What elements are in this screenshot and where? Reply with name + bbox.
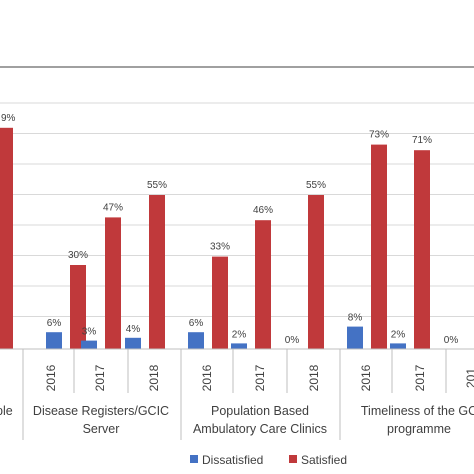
bar-satisfied (308, 195, 324, 349)
x-tick-label: 2018 (147, 364, 161, 391)
data-label-dissatisfied: 2% (232, 329, 247, 340)
bar-satisfied (371, 144, 387, 349)
group-label-partial: ple (0, 404, 13, 418)
group-label: programme (387, 422, 451, 436)
data-label-satisfied: 55% (306, 180, 326, 191)
legend-swatch-satisfied (289, 455, 297, 463)
bar-satisfied (414, 150, 430, 349)
bar-dissatisfied (390, 343, 406, 349)
legend: Dissatisfied Satisfied (190, 453, 347, 467)
bar-satisfied (255, 220, 271, 349)
legend-label-satisfied: Satisfied (301, 453, 347, 467)
data-label-dissatisfied: 8% (348, 313, 363, 324)
x-tick-label: 2016 (200, 364, 214, 391)
bar-satisfied (212, 256, 228, 349)
data-label-dissatisfied: 0% (285, 335, 300, 346)
bar-dissatisfied (188, 332, 204, 349)
x-tick-label: 2018 (307, 364, 321, 391)
bars (0, 127, 430, 349)
x-tick-label: 2017 (413, 364, 427, 391)
bar-dissatisfied (81, 340, 97, 349)
data-label-partial: 9% (1, 113, 16, 124)
data-label-dissatisfied: 6% (47, 318, 62, 329)
data-label-dissatisfied: 4% (126, 324, 141, 335)
group-label: Population Based (211, 404, 309, 418)
bar-satisfied (105, 217, 121, 349)
data-label-dissatisfied: 2% (391, 329, 406, 340)
bar-dissatisfied (231, 343, 247, 349)
x-axis: 2016 2017 2018 2016 2017 2018 2016 2017 201 ple Di… (0, 349, 474, 440)
data-labels: 9% 6% 30% 3% 47% 4% 55% 6% 33% 2% 46% 0% 55% 8% 73% 2% 7… (1, 113, 458, 346)
bar-dissatisfied (125, 337, 141, 349)
data-label-dissatisfied: 3% (82, 327, 97, 338)
data-label-satisfied: 33% (210, 242, 230, 253)
x-tick-label: 2017 (93, 364, 107, 391)
group-label: Timeliness of the GC (361, 404, 474, 418)
data-label-dissatisfied: 0% (444, 335, 459, 346)
x-tick-label-truncated: 201 (464, 368, 474, 388)
bar-dissatisfied (347, 326, 363, 349)
group-label: Disease Registers/GCIC (33, 404, 169, 418)
data-label-satisfied: 47% (103, 202, 123, 213)
legend-swatch-dissatisfied (190, 455, 198, 463)
group-label: Ambulatory Care Clinics (193, 422, 327, 436)
x-tick-label: 2017 (253, 364, 267, 391)
data-label-satisfied: 71% (412, 135, 432, 146)
data-label-satisfied: 73% (369, 130, 389, 141)
data-label-satisfied: 55% (147, 180, 167, 191)
legend-label-dissatisfied: Dissatisfied (202, 453, 263, 467)
bar-satisfied (149, 195, 165, 349)
bar-satisfied (70, 265, 86, 349)
data-label-satisfied: 30% (68, 250, 88, 261)
data-label-satisfied: 46% (253, 205, 273, 216)
data-label-dissatisfied: 6% (189, 318, 204, 329)
bar-dissatisfied (46, 332, 62, 349)
x-tick-label: 2016 (44, 364, 58, 391)
group-label: Server (83, 422, 120, 436)
x-tick-label: 2016 (359, 364, 373, 391)
bar-satisfied-partial (0, 127, 13, 349)
